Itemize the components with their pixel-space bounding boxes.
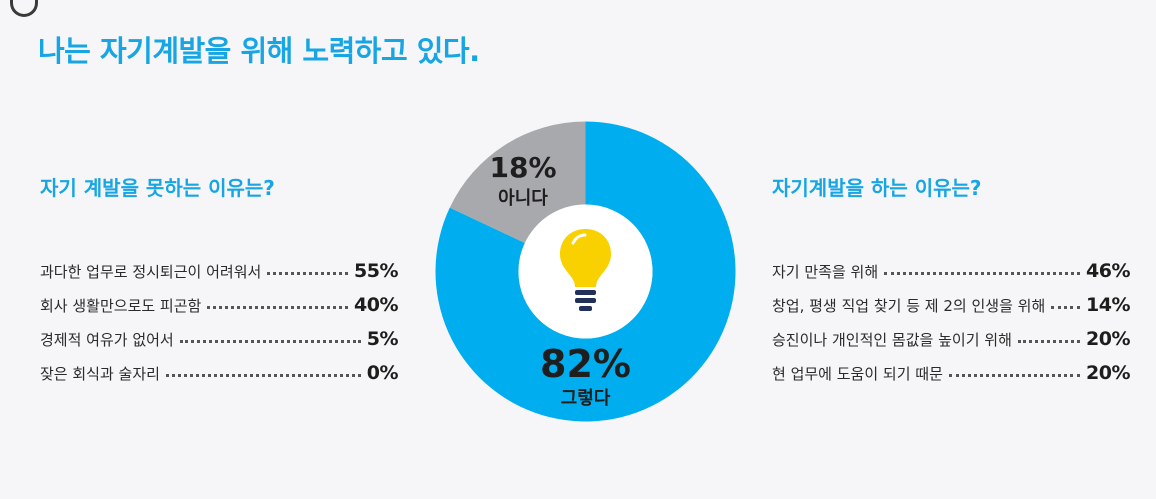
dotted-leader (884, 272, 1081, 275)
slice-percent-label: 82% (540, 342, 631, 386)
reason-label: 자기 만족을 위해 (772, 263, 879, 281)
dotted-leader (267, 272, 349, 275)
reason-label: 경제적 여유가 없어서 (40, 331, 174, 349)
page-title: 나는 자기계발을 위해 노력하고 있다. (38, 34, 480, 68)
reason-value: 20% (1086, 362, 1130, 384)
slice-category-label: 그렇다 (561, 388, 611, 409)
reason-row: 과다한 업무로 정시퇴근이 어려워서 55% (40, 248, 398, 282)
dotted-leader (165, 374, 361, 377)
right-reason-list: 자기 만족을 위해 46% 창업, 평생 직업 찾기 등 제 2의 인생을 위해 14… (772, 248, 1130, 384)
reason-value: 20% (1086, 328, 1130, 350)
lightbulb-icon (560, 229, 611, 311)
donut-chart: 82%그렇다 18% 아니다 (435, 121, 736, 422)
dotted-leader (948, 374, 1081, 377)
reason-row: 창업, 평생 직업 찾기 등 제 2의 인생을 위해 14% (772, 282, 1130, 316)
reason-label: 승진이나 개인적인 몸값을 높이기 위해 (772, 331, 1012, 349)
reason-row: 자기 만족을 위해 46% (772, 248, 1130, 282)
donut-slice-yes (435, 121, 736, 422)
reason-value: 55% (354, 260, 398, 282)
corner-decoration (10, 0, 38, 17)
reason-value: 5% (366, 328, 399, 350)
reason-label: 현 업무에 도움이 되기 때문 (772, 365, 943, 383)
reason-value: 46% (1086, 260, 1130, 282)
slice-percent-label: 18% (489, 151, 556, 184)
dotted-leader (179, 340, 361, 343)
dotted-leader (1017, 340, 1081, 343)
slice-category-label: 아니다 (498, 188, 548, 209)
reason-row: 승진이나 개인적인 몸값을 높이기 위해 20% (772, 316, 1130, 350)
reason-label: 잦은 회식과 술자리 (40, 365, 160, 383)
left-panel-title: 자기 계발을 못하는 이유는? (40, 176, 275, 200)
reason-value: 0% (366, 362, 399, 384)
reason-label: 창업, 평생 직업 찾기 등 제 2의 인생을 위해 (772, 297, 1046, 315)
dotted-leader (207, 306, 349, 309)
donut-slice-no (449, 121, 586, 243)
reason-value: 40% (354, 294, 398, 316)
reason-row: 회사 생활만으로도 피곤함 40% (40, 282, 398, 316)
right-panel-title: 자기계발을 하는 이유는? (772, 176, 982, 200)
reason-label: 회사 생활만으로도 피곤함 (40, 297, 202, 315)
reason-label: 과다한 업무로 정시퇴근이 어려워서 (40, 263, 262, 281)
reason-row: 경제적 여유가 없어서 5% (40, 316, 399, 350)
reason-value: 14% (1086, 294, 1130, 316)
reason-row: 잦은 회식과 술자리 0% (40, 350, 399, 384)
dotted-leader (1051, 306, 1081, 309)
reason-row: 현 업무에 도움이 되기 때문 20% (772, 350, 1130, 384)
left-reason-list: 과다한 업무로 정시퇴근이 어려워서 55% 회사 생활만으로도 피곤함 40% 경제적… (40, 248, 399, 384)
